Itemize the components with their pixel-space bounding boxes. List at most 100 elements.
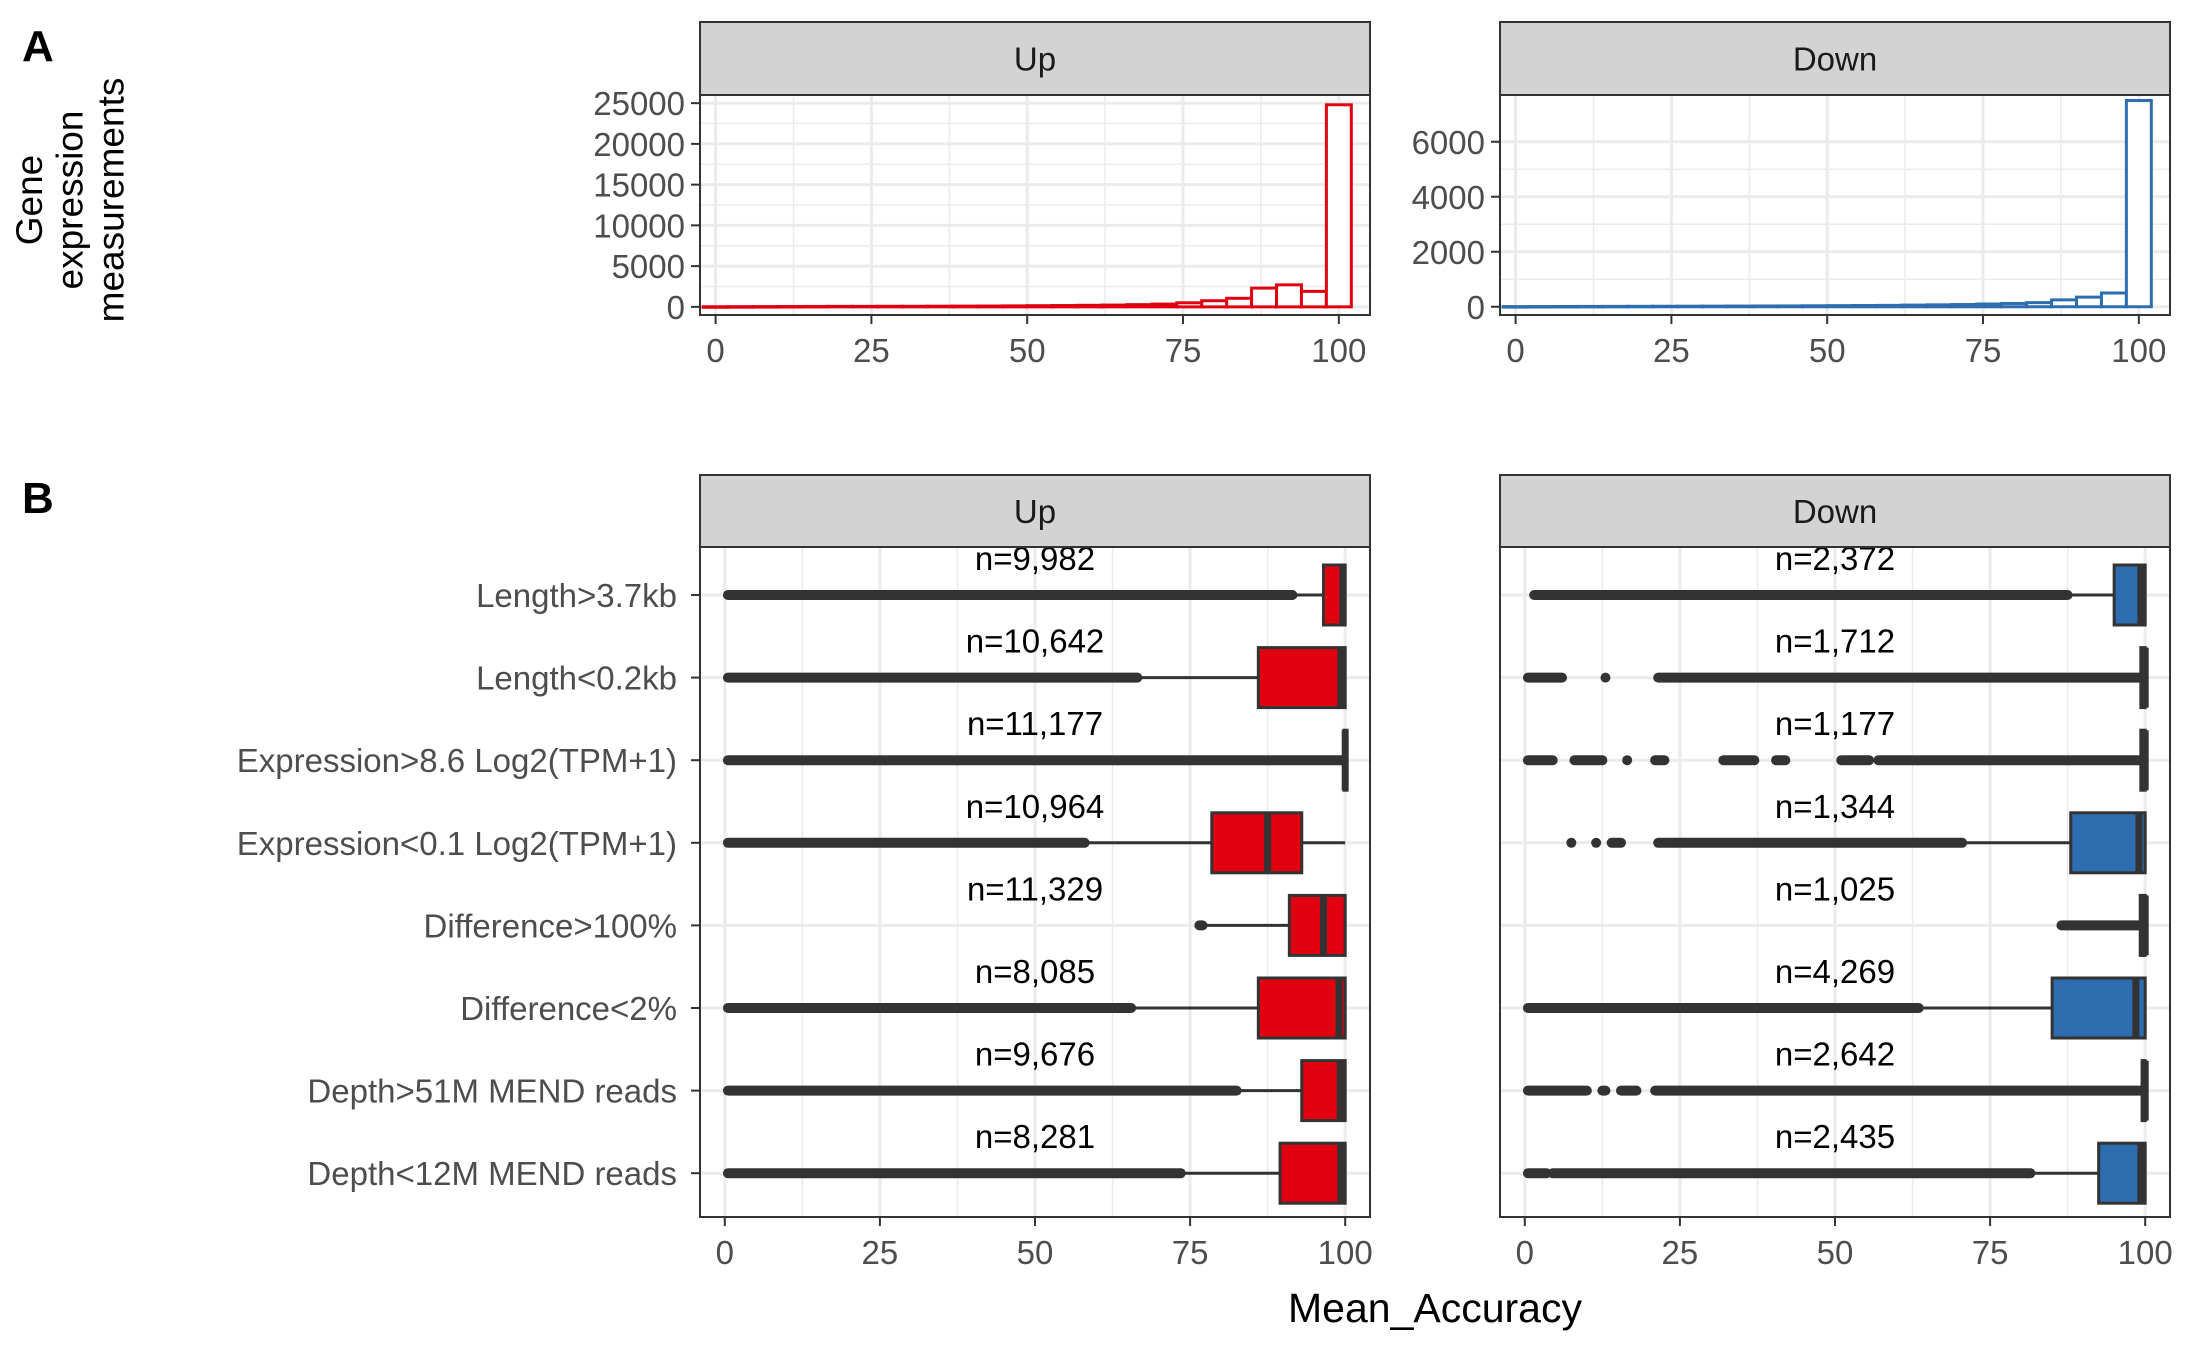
histogram-bar (1100, 303, 1129, 309)
y-tick-label: 25000 (593, 85, 685, 122)
count-label: n=1,177 (1775, 705, 1895, 742)
y-tick-label: 20000 (593, 126, 685, 163)
y-tick-label: 2000 (1412, 234, 1485, 271)
x-tick-label: 75 (1165, 332, 1202, 369)
x-tick-label: 25 (1653, 332, 1690, 369)
histogram-bar (776, 305, 805, 309)
x-tick-label: 100 (2111, 332, 2166, 369)
histogram-bar (1551, 304, 1580, 309)
facet-strip (1499, 21, 2171, 96)
facet-strip (1499, 474, 2171, 548)
histogram-bar (1125, 303, 1154, 309)
histogram-bar (2124, 99, 2153, 309)
box-row: n=2,372 (1529, 540, 2147, 627)
count-label: n=11,177 (967, 705, 1103, 742)
panel-label-a: A (22, 22, 54, 71)
category-label: Depth>51M MEND reads (307, 1073, 677, 1110)
x-tick-label: 75 (1172, 1234, 1209, 1271)
x-tick-label: 75 (1972, 1234, 2009, 1271)
histogram-bar (1324, 103, 1353, 309)
category-label: Expression<0.1 Log2(TPM+1) (237, 825, 677, 862)
count-label: n=2,435 (1775, 1118, 1895, 1155)
box-row: n=1,344 (1566, 788, 2147, 875)
histogram-bar (1050, 304, 1079, 309)
box-row: n=2,435 (1522, 1118, 2147, 1205)
histogram-bar (1975, 302, 2004, 309)
facet-strip (699, 474, 1371, 548)
histogram-bar (726, 305, 755, 309)
histogram-bar (1701, 304, 1729, 309)
histogram-bar (1025, 304, 1054, 309)
y-tick-label: 0 (667, 289, 685, 326)
histogram-bar (1501, 305, 1530, 309)
x-tick-label: 75 (1965, 332, 2002, 369)
facet-strip-label: Up (1014, 493, 1056, 530)
box (1256, 976, 1347, 1040)
count-label: n=10,642 (966, 623, 1105, 660)
histogram-facet-down: Down 0 25 50 75 100 0 2000 4000 6000 (1412, 21, 2171, 369)
category-label: Length<0.2kb (476, 660, 677, 697)
outlier-point (1591, 837, 1602, 848)
histogram-bar (2075, 295, 2103, 309)
x-tick-label: 0 (1506, 332, 1524, 369)
histogram-bar (925, 304, 954, 309)
category-label: Expression>8.6 Log2(TPM+1) (237, 742, 677, 779)
histogram-bar (1225, 296, 1254, 309)
histogram-bar (1725, 304, 1754, 309)
histogram-bar (1925, 303, 1954, 309)
x-tick-label: 50 (1817, 1234, 1854, 1271)
count-label: n=1,025 (1775, 870, 1895, 907)
histogram-bar (826, 304, 855, 309)
histogram-bar (751, 305, 780, 309)
x-tick-label: 100 (1311, 332, 1366, 369)
histogram-bar (1200, 299, 1229, 309)
outlier-point (1566, 837, 1577, 848)
facet-strip-label: Up (1014, 41, 1056, 78)
histogram-bar (2025, 301, 2054, 309)
category-label: Difference<2% (460, 990, 677, 1027)
x-tick-label: 0 (1516, 1234, 1534, 1271)
histogram-bar (1000, 304, 1029, 309)
panel-label-b: B (22, 474, 54, 523)
histogram-bar (701, 305, 730, 309)
histogram-bar (851, 304, 880, 309)
histogram-bar (1850, 304, 1879, 309)
box (1256, 646, 1347, 710)
x-tick-label: 25 (853, 332, 890, 369)
x-tick-label: 0 (706, 332, 724, 369)
box-row: n=8,085 (722, 953, 1347, 1040)
facet-strip (699, 21, 1371, 96)
box-row: n=1,177 (1522, 705, 2149, 792)
x-tick-label: 50 (1809, 332, 1846, 369)
histogram-bar (2000, 301, 2029, 309)
histogram-bar (1800, 304, 1829, 309)
panel-border (1499, 94, 2171, 316)
x-axis-title: Mean_Accuracy (1288, 1285, 1582, 1331)
y-axis-title: Geneexpressionmeasurements (9, 78, 131, 323)
histogram-bar (1875, 303, 1904, 309)
histogram-bar (1175, 301, 1204, 309)
count-label: n=1,712 (1775, 623, 1895, 660)
histogram-bar (1150, 302, 1179, 309)
count-label: n=4,269 (1775, 953, 1895, 990)
x-tick-label: 0 (716, 1234, 734, 1271)
box-row: n=2,642 (1522, 1036, 2149, 1123)
histogram-bar (1651, 304, 1680, 309)
facet-strip-label: Down (1793, 493, 1877, 530)
histogram-bar (2099, 291, 2128, 309)
x-tick-label: 100 (2118, 1234, 2173, 1271)
x-tick-label: 50 (1017, 1234, 1054, 1271)
histogram-bar (2050, 298, 2079, 309)
box (2069, 811, 2147, 875)
histogram-bar (1075, 303, 1104, 309)
count-label: n=1,344 (1775, 788, 1895, 825)
histogram-bar (801, 304, 830, 309)
histogram-bar (1299, 289, 1328, 309)
panel-a-histograms: Geneexpressionmeasurements Up 0 25 50 75 100 0 5… (9, 21, 2171, 369)
histogram-bar (1750, 304, 1779, 309)
box (1210, 811, 1304, 875)
